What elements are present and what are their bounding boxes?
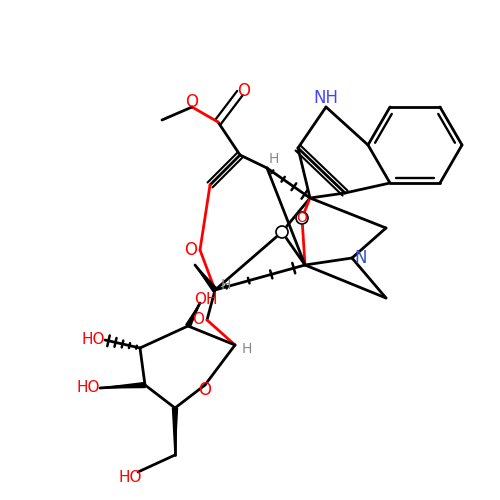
Text: HO: HO bbox=[81, 332, 105, 347]
Text: H: H bbox=[221, 278, 231, 292]
Circle shape bbox=[296, 212, 308, 224]
Polygon shape bbox=[186, 303, 200, 327]
Text: O: O bbox=[184, 241, 198, 259]
Circle shape bbox=[276, 226, 288, 238]
Text: O: O bbox=[186, 93, 198, 111]
Text: H: H bbox=[242, 342, 252, 356]
Text: OH: OH bbox=[194, 292, 218, 306]
Polygon shape bbox=[100, 382, 145, 388]
Text: O: O bbox=[192, 312, 204, 328]
Text: O: O bbox=[296, 211, 308, 225]
Text: HO: HO bbox=[118, 470, 142, 484]
Polygon shape bbox=[195, 265, 217, 291]
Text: HO: HO bbox=[76, 380, 100, 396]
Text: O: O bbox=[238, 82, 250, 100]
Text: N: N bbox=[355, 249, 367, 267]
Text: NH: NH bbox=[314, 89, 338, 107]
Polygon shape bbox=[172, 408, 178, 455]
Text: O: O bbox=[198, 381, 211, 399]
Text: H: H bbox=[269, 152, 279, 166]
